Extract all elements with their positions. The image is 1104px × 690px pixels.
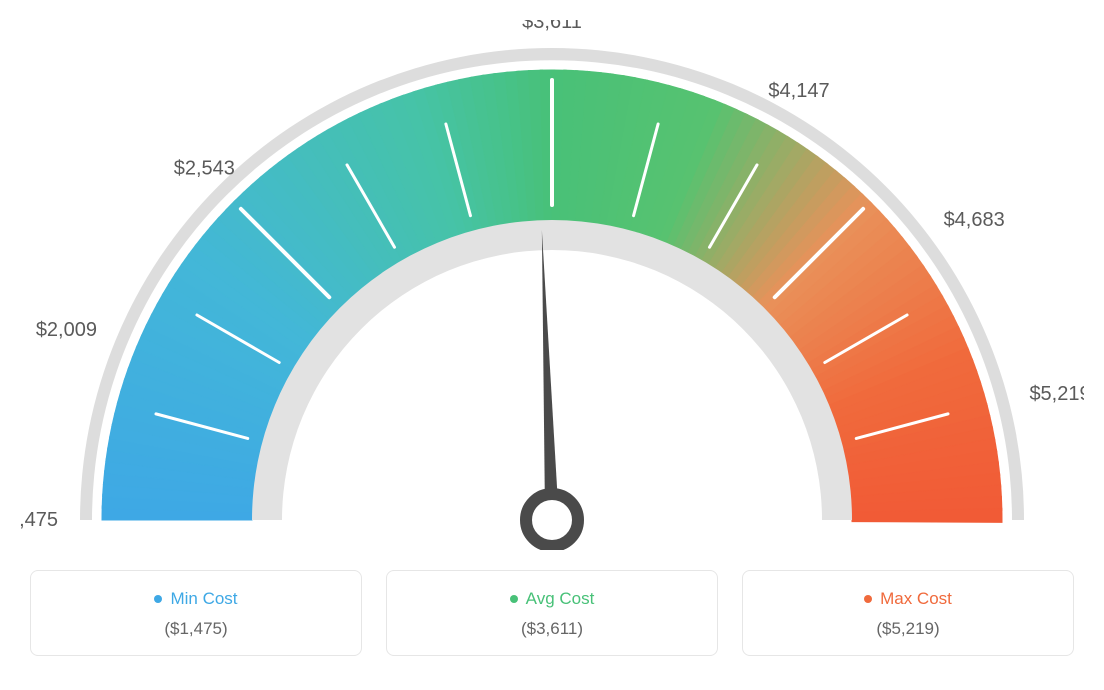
legend-value-min: ($1,475) [51, 619, 341, 639]
legend-title-avg: Avg Cost [510, 589, 595, 609]
dot-icon-avg [510, 595, 518, 603]
svg-text:$1,475: $1,475 [20, 509, 58, 531]
svg-text:$4,147: $4,147 [768, 80, 829, 102]
gauge-area: $1,475 $2,009 $2,543 $3,611 $4,147 $4,683 $5,2… [20, 20, 1084, 550]
svg-text:$3,611: $3,611 [522, 20, 582, 33]
legend-title-max: Max Cost [864, 589, 952, 609]
dot-icon-min [154, 595, 162, 603]
legend-card-max: Max Cost ($5,219) [742, 570, 1074, 656]
legend-value-avg: ($3,611) [407, 619, 697, 639]
legend-title-min: Min Cost [154, 589, 237, 609]
gauge-chart-container: $1,475 $2,009 $2,543 $3,611 $4,147 $4,683 $5,2… [20, 20, 1084, 656]
legend-card-avg: Avg Cost ($3,611) [386, 570, 718, 656]
gauge-svg: $1,475 $2,009 $2,543 $3,611 $4,147 $4,683 $5,2… [20, 20, 1084, 550]
legend-value-max: ($5,219) [763, 619, 1053, 639]
dot-icon-max [864, 595, 872, 603]
legend-label-avg: Avg Cost [526, 589, 595, 609]
legend-label-max: Max Cost [880, 589, 952, 609]
legend-card-min: Min Cost ($1,475) [30, 570, 362, 656]
legend-row: Min Cost ($1,475) Avg Cost ($3,611) Max … [20, 570, 1084, 656]
legend-label-min: Min Cost [170, 589, 237, 609]
svg-text:$4,683: $4,683 [944, 209, 1005, 231]
svg-text:$2,543: $2,543 [174, 157, 235, 179]
svg-text:$2,009: $2,009 [36, 319, 97, 341]
svg-text:$5,219: $5,219 [1029, 383, 1084, 405]
